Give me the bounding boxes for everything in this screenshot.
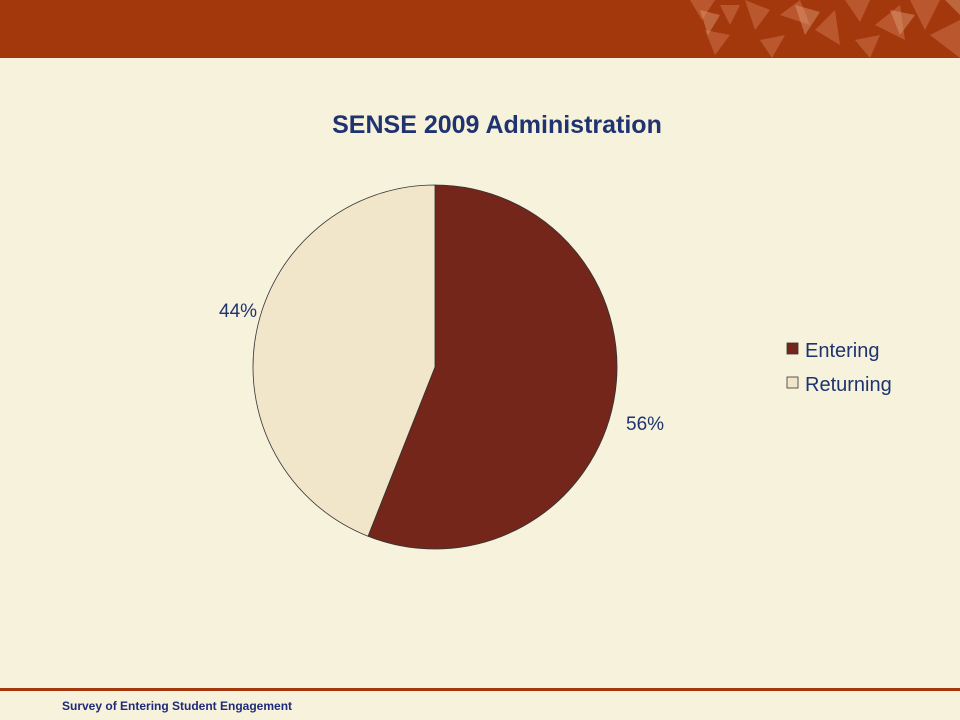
pie-slice-returning	[252, 184, 436, 537]
footer-text: Survey of Entering Student Engagement	[62, 699, 293, 713]
legend: Entering Returning	[786, 340, 892, 396]
pie-group	[252, 184, 618, 550]
pie-slice-entering	[367, 184, 618, 550]
legend-item-returning: Returning	[786, 374, 892, 396]
chart-title: SENSE 2009 Administration	[332, 111, 662, 139]
data-label-entering: 56%	[626, 414, 664, 435]
data-label-returning: 44%	[219, 301, 257, 322]
header-bar	[0, 0, 960, 58]
legend-label-returning: Returning	[805, 374, 892, 396]
legend-item-entering: Entering	[786, 340, 880, 362]
footer-rule	[0, 688, 960, 691]
legend-label-entering: Entering	[805, 340, 880, 362]
decorative-pattern	[690, 0, 960, 58]
legend-swatch-returning	[786, 376, 799, 389]
legend-swatch-entering	[786, 342, 799, 355]
